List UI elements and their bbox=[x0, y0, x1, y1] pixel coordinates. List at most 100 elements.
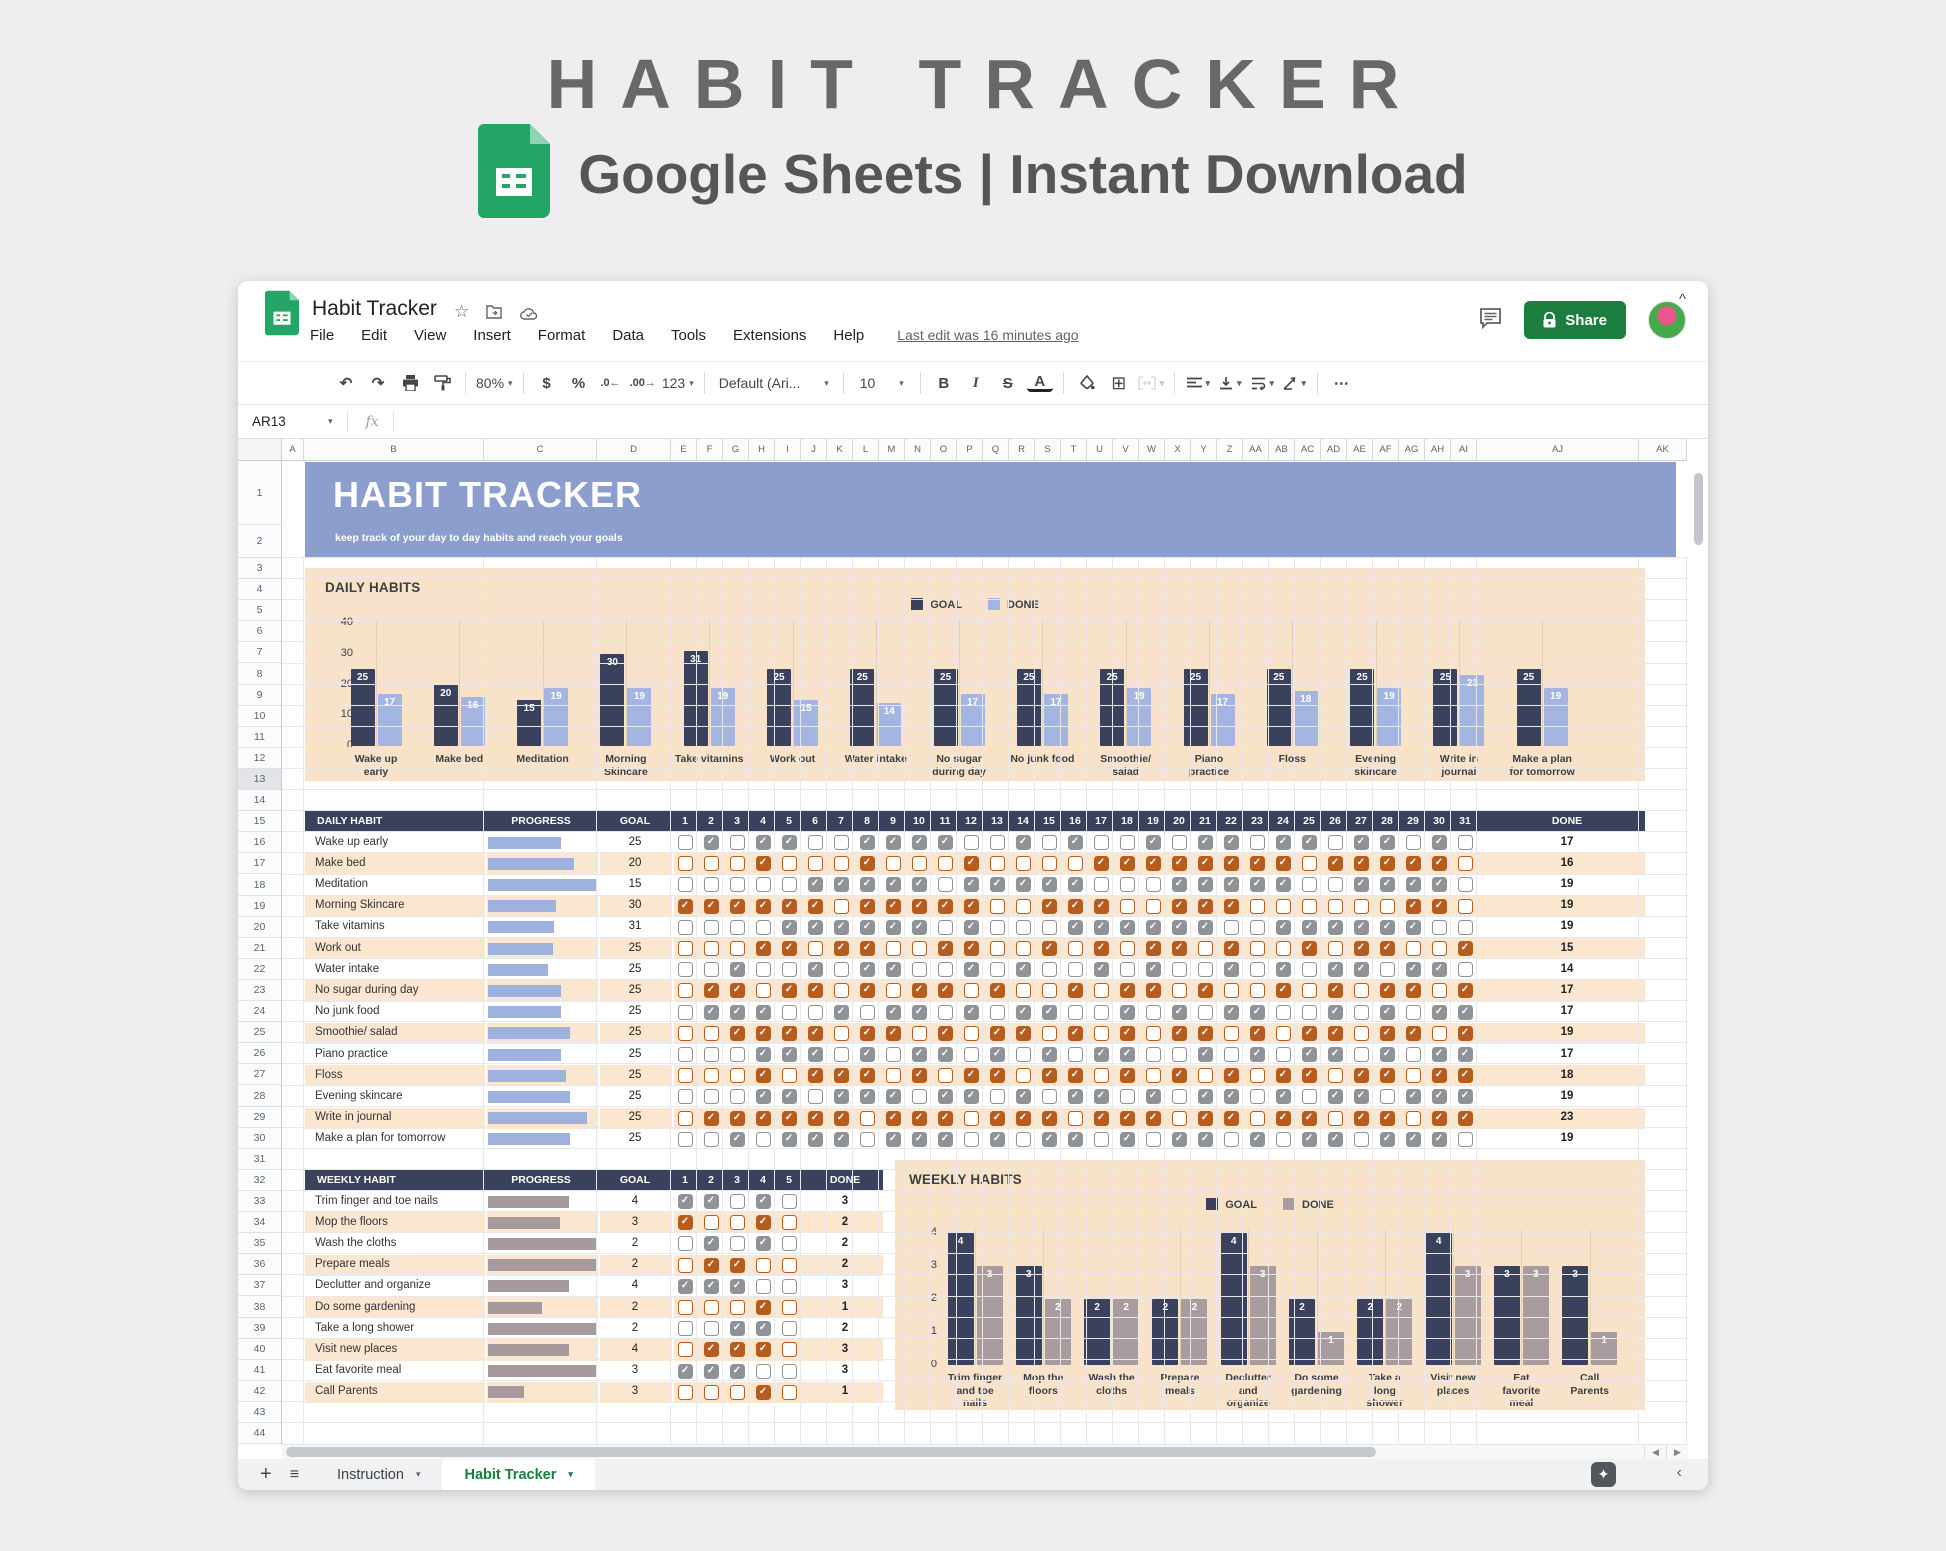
habit-checkbox-day-15[interactable] bbox=[1041, 919, 1057, 935]
habit-checkbox-day-3[interactable] bbox=[729, 1068, 745, 1084]
row-header-3[interactable]: 3 bbox=[238, 558, 281, 580]
column-header-AB[interactable]: AB bbox=[1269, 439, 1295, 461]
habit-checkbox-day-31[interactable]: ✓ bbox=[1457, 1025, 1473, 1041]
habit-checkbox-day-19[interactable] bbox=[1145, 1047, 1161, 1062]
habit-checkbox-day-18[interactable]: ✓ bbox=[1119, 919, 1135, 935]
habit-checkbox-day-20[interactable]: ✓ bbox=[1171, 941, 1187, 956]
habit-checkbox-day-27[interactable]: ✓ bbox=[1353, 1089, 1369, 1105]
habit-checkbox-day-10[interactable] bbox=[911, 1089, 927, 1105]
habit-checkbox-day-31[interactable] bbox=[1457, 1131, 1473, 1147]
habit-checkbox-day-26[interactable]: ✓ bbox=[1327, 1004, 1343, 1020]
row-header-8[interactable]: 8 bbox=[238, 664, 281, 685]
habit-checkbox-day-14[interactable]: ✓ bbox=[1015, 877, 1031, 893]
habit-checkbox-day-25[interactable] bbox=[1301, 898, 1317, 914]
habit-checkbox-day-2[interactable]: ✓ bbox=[703, 983, 719, 999]
habit-checkbox-day-4[interactable]: ✓ bbox=[755, 1236, 771, 1252]
row-header-32[interactable]: 32 bbox=[238, 1170, 281, 1191]
habit-checkbox-day-29[interactable]: ✓ bbox=[1405, 856, 1421, 872]
column-header-J[interactable]: J bbox=[801, 439, 827, 461]
column-header-S[interactable]: S bbox=[1035, 439, 1061, 461]
habit-checkbox-day-4[interactable] bbox=[755, 983, 771, 999]
habit-checkbox-day-18[interactable]: ✓ bbox=[1119, 856, 1135, 872]
toolbar-redo-icon[interactable]: ↷ bbox=[371, 375, 385, 392]
habit-checkbox-day-17[interactable]: ✓ bbox=[1093, 1110, 1109, 1126]
habit-checkbox-day-29[interactable]: ✓ bbox=[1405, 898, 1421, 914]
habit-checkbox-day-25[interactable] bbox=[1301, 877, 1317, 893]
habit-checkbox-day-22[interactable]: ✓ bbox=[1223, 941, 1239, 956]
habit-checkbox-day-10[interactable]: ✓ bbox=[911, 898, 927, 914]
habit-checkbox-day-2[interactable] bbox=[703, 877, 719, 893]
row-header-4[interactable]: 4 bbox=[238, 579, 281, 601]
habit-checkbox-day-26[interactable] bbox=[1327, 835, 1343, 850]
habit-checkbox-day-4[interactable]: ✓ bbox=[755, 898, 771, 914]
habit-checkbox-day-19[interactable] bbox=[1145, 1131, 1161, 1147]
column-header-H[interactable]: H bbox=[749, 439, 775, 461]
column-header-L[interactable]: L bbox=[853, 439, 879, 461]
habit-checkbox-day-29[interactable] bbox=[1405, 1068, 1421, 1084]
habit-checkbox-day-10[interactable]: ✓ bbox=[911, 1047, 927, 1062]
habit-checkbox-day-16[interactable]: ✓ bbox=[1067, 898, 1083, 914]
horizontal-scrollbar[interactable]: ◀ ▶ bbox=[282, 1444, 1688, 1459]
habit-checkbox-day-13[interactable] bbox=[989, 898, 1005, 914]
row-header-11[interactable]: 11 bbox=[238, 727, 281, 748]
habit-checkbox-day-6[interactable]: ✓ bbox=[807, 919, 823, 935]
habit-checkbox-day-29[interactable] bbox=[1405, 1047, 1421, 1062]
habit-checkbox-day-8[interactable]: ✓ bbox=[859, 983, 875, 999]
habit-checkbox-day-26[interactable]: ✓ bbox=[1327, 1025, 1343, 1041]
row-header-1[interactable]: 1 bbox=[238, 461, 281, 525]
habit-checkbox-day-30[interactable]: ✓ bbox=[1431, 1131, 1447, 1147]
habit-checkbox-day-3[interactable] bbox=[729, 856, 745, 872]
row-header-13[interactable]: 13 bbox=[238, 769, 281, 791]
habit-checkbox-day-24[interactable] bbox=[1275, 1131, 1291, 1147]
habit-checkbox-day-6[interactable]: ✓ bbox=[807, 1025, 823, 1041]
habit-checkbox-day-8[interactable]: ✓ bbox=[859, 877, 875, 893]
habit-checkbox-day-21[interactable]: ✓ bbox=[1197, 1110, 1213, 1126]
habit-checkbox-day-8[interactable]: ✓ bbox=[859, 1068, 875, 1084]
habit-checkbox-day-10[interactable]: ✓ bbox=[911, 1004, 927, 1020]
habit-checkbox-day-14[interactable]: ✓ bbox=[1015, 835, 1031, 850]
menu-view[interactable]: View bbox=[414, 327, 447, 344]
habit-checkbox-day-23[interactable]: ✓ bbox=[1249, 877, 1265, 893]
column-header-I[interactable]: I bbox=[775, 439, 801, 461]
habit-checkbox-day-21[interactable] bbox=[1197, 962, 1213, 978]
habit-checkbox-day-27[interactable]: ✓ bbox=[1353, 962, 1369, 978]
habit-checkbox-day-9[interactable]: ✓ bbox=[885, 1089, 901, 1105]
habit-checkbox-day-25[interactable] bbox=[1301, 856, 1317, 872]
habit-checkbox-day-5[interactable] bbox=[781, 1363, 797, 1379]
habit-checkbox-day-19[interactable] bbox=[1145, 1068, 1161, 1084]
habit-checkbox-day-23[interactable] bbox=[1249, 1110, 1265, 1126]
habit-checkbox-day-19[interactable]: ✓ bbox=[1145, 919, 1161, 935]
habit-checkbox-day-14[interactable]: ✓ bbox=[1015, 1004, 1031, 1020]
habit-checkbox-day-3[interactable]: ✓ bbox=[729, 1321, 745, 1337]
habit-checkbox-day-6[interactable]: ✓ bbox=[807, 1068, 823, 1084]
habit-checkbox-day-7[interactable] bbox=[833, 856, 849, 872]
habit-checkbox-day-23[interactable] bbox=[1249, 835, 1265, 850]
habit-checkbox-day-30[interactable]: ✓ bbox=[1431, 835, 1447, 850]
collapse-toolbar-icon[interactable]: ^ bbox=[1678, 291, 1686, 308]
habit-checkbox-day-27[interactable] bbox=[1353, 983, 1369, 999]
habit-checkbox-day-1[interactable] bbox=[677, 1131, 693, 1147]
habit-checkbox-day-18[interactable]: ✓ bbox=[1119, 983, 1135, 999]
habit-checkbox-day-29[interactable]: ✓ bbox=[1405, 983, 1421, 999]
habit-checkbox-day-4[interactable] bbox=[755, 1131, 771, 1147]
habit-checkbox-day-27[interactable]: ✓ bbox=[1353, 856, 1369, 872]
habit-checkbox-day-21[interactable]: ✓ bbox=[1197, 898, 1213, 914]
column-header-AJ[interactable]: AJ bbox=[1477, 439, 1639, 461]
habit-checkbox-day-2[interactable] bbox=[703, 962, 719, 978]
row-header-21[interactable]: 21 bbox=[238, 938, 281, 959]
habit-checkbox-day-1[interactable] bbox=[677, 983, 693, 999]
habit-checkbox-day-4[interactable]: ✓ bbox=[755, 835, 771, 850]
habit-checkbox-day-19[interactable] bbox=[1145, 898, 1161, 914]
habit-checkbox-day-5[interactable]: ✓ bbox=[781, 941, 797, 956]
habit-checkbox-day-4[interactable] bbox=[755, 1278, 771, 1294]
habit-checkbox-day-11[interactable] bbox=[937, 856, 953, 872]
habit-checkbox-day-24[interactable]: ✓ bbox=[1275, 835, 1291, 850]
row-header-15[interactable]: 15 bbox=[238, 811, 281, 833]
habit-checkbox-day-22[interactable]: ✓ bbox=[1223, 1110, 1239, 1126]
habit-checkbox-day-31[interactable] bbox=[1457, 962, 1473, 978]
habit-checkbox-day-28[interactable]: ✓ bbox=[1379, 1131, 1395, 1147]
habit-checkbox-day-11[interactable] bbox=[937, 962, 953, 978]
habit-checkbox-day-7[interactable]: ✓ bbox=[833, 941, 849, 956]
habit-checkbox-day-1[interactable]: ✓ bbox=[677, 898, 693, 914]
habit-checkbox-day-19[interactable] bbox=[1145, 877, 1161, 893]
